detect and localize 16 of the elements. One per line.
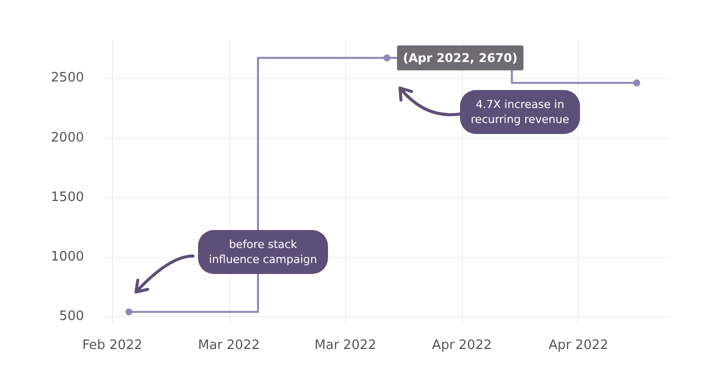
point xyxy=(633,79,640,86)
annotation: 4.7X increase in recurring revenue xyxy=(460,90,580,134)
annotation: before stack influence campaign xyxy=(198,230,328,274)
y-tick-label: 500 xyxy=(59,309,84,324)
point xyxy=(125,308,132,316)
y-tick-label: 2000 xyxy=(50,130,84,146)
x-tick-label: Apr 2022 xyxy=(548,338,608,353)
y-tick-label: 1000 xyxy=(50,250,84,265)
x-tick-label: Mar 2022 xyxy=(314,338,376,353)
x-tick-label: Apr 2022 xyxy=(432,338,492,353)
x-tick-label: Mar 2022 xyxy=(198,338,260,353)
x-tick-label: Feb 2022 xyxy=(82,338,142,353)
annotation: (Apr 2022, 2670) xyxy=(403,50,518,65)
point xyxy=(384,54,390,62)
y-tick-label: 1500 xyxy=(50,190,84,205)
y-tick-label: 2500 xyxy=(50,70,84,86)
